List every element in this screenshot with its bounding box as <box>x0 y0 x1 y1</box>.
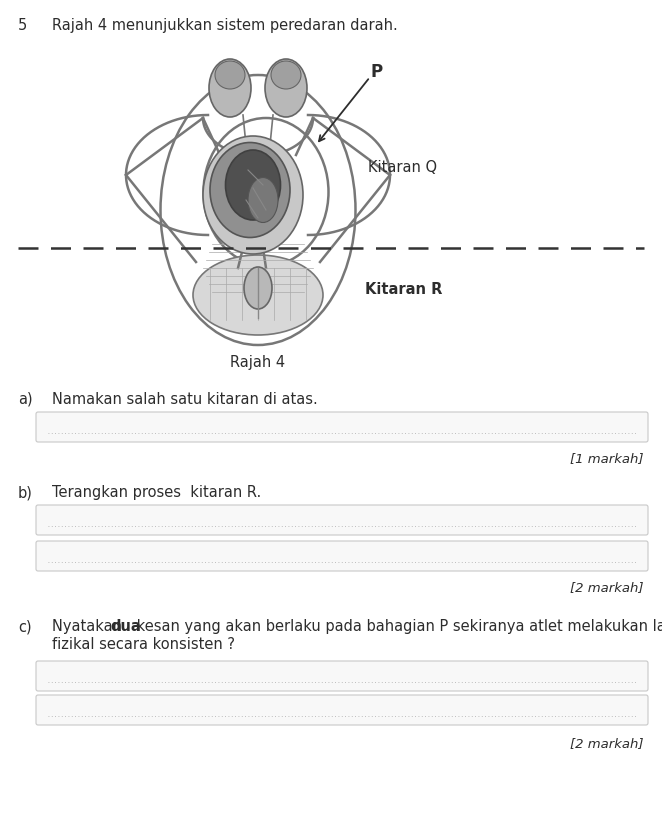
Text: dua: dua <box>110 619 141 634</box>
Ellipse shape <box>209 59 251 117</box>
Text: [2 markah]: [2 markah] <box>571 737 644 750</box>
Text: Rajah 4 menunjukkan sistem peredaran darah.: Rajah 4 menunjukkan sistem peredaran dar… <box>52 18 398 33</box>
Text: b): b) <box>18 485 33 500</box>
Text: [1 markah]: [1 markah] <box>571 452 644 465</box>
Text: Rajah 4: Rajah 4 <box>230 355 285 370</box>
Text: kesan yang akan berlaku pada bahagian P sekiranya atlet melakukan latihan: kesan yang akan berlaku pada bahagian P … <box>132 619 662 634</box>
Ellipse shape <box>193 255 323 335</box>
Text: fizikal secara konsisten ?: fizikal secara konsisten ? <box>52 637 235 652</box>
FancyBboxPatch shape <box>36 661 648 691</box>
Ellipse shape <box>203 136 303 254</box>
Text: a): a) <box>18 392 32 407</box>
Text: Nyatakan: Nyatakan <box>52 619 126 634</box>
Ellipse shape <box>248 178 278 222</box>
FancyBboxPatch shape <box>36 541 648 571</box>
Ellipse shape <box>271 61 301 89</box>
Text: c): c) <box>18 619 32 634</box>
Text: P: P <box>370 63 382 81</box>
Text: Kitaran R: Kitaran R <box>365 283 442 298</box>
Text: Kitaran Q: Kitaran Q <box>368 160 437 175</box>
Text: 5: 5 <box>18 18 27 33</box>
Ellipse shape <box>226 150 281 220</box>
Ellipse shape <box>244 267 272 309</box>
FancyBboxPatch shape <box>36 505 648 535</box>
Text: Namakan salah satu kitaran di atas.: Namakan salah satu kitaran di atas. <box>52 392 318 407</box>
FancyBboxPatch shape <box>36 695 648 725</box>
Text: Terangkan proses  kitaran R.: Terangkan proses kitaran R. <box>52 485 261 500</box>
FancyBboxPatch shape <box>36 412 648 442</box>
Ellipse shape <box>210 142 290 237</box>
Text: [2 markah]: [2 markah] <box>571 581 644 594</box>
Ellipse shape <box>215 61 245 89</box>
Ellipse shape <box>265 59 307 117</box>
